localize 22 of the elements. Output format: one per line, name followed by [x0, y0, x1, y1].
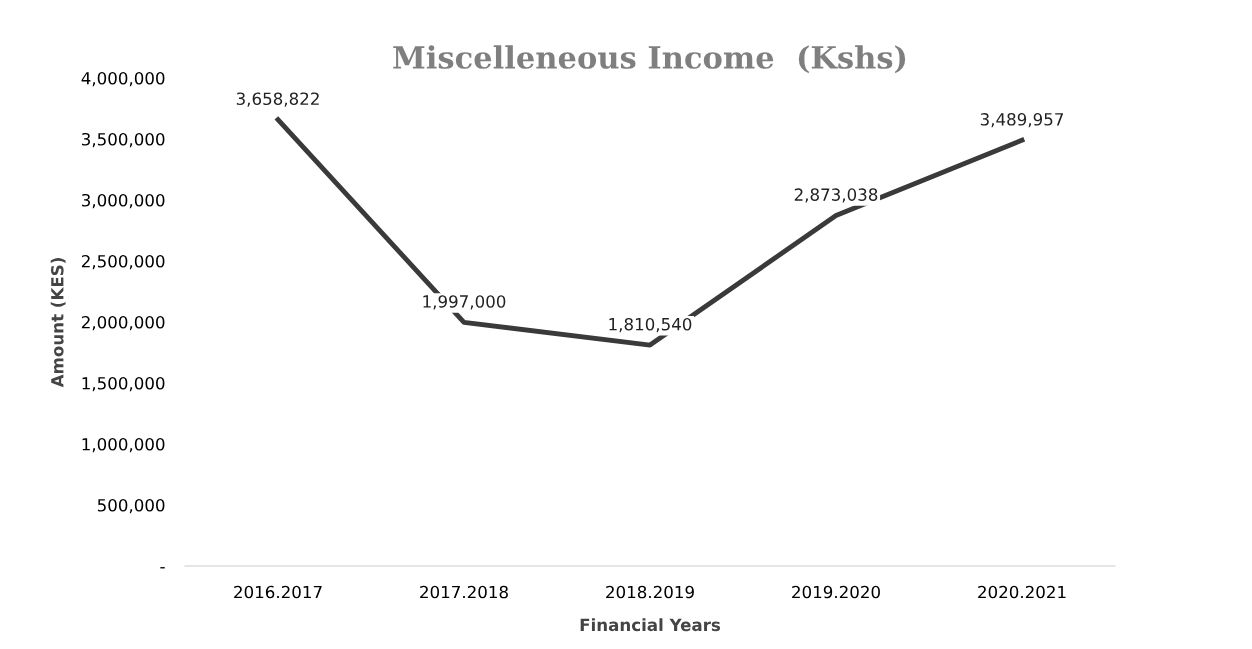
y-tick-label: 3,000,000 [82, 193, 165, 209]
y-tick-label: 1,000,000 [82, 437, 165, 453]
y-axis-title: Amount (KES) [50, 258, 66, 388]
data-label: 3,658,822 [236, 92, 319, 107]
chart-title: Miscelleneous Income (Kshs) [393, 45, 906, 74]
y-tick-label: 1,500,000 [82, 376, 165, 392]
y-tick-label: 2,500,000 [81, 254, 165, 270]
x-tick-label: 2018.2019 [606, 585, 694, 599]
y-tick-label: 4,000,000 [81, 71, 165, 87]
x-tick-label: 2017.2018 [420, 585, 508, 599]
x-axis-title: Financial Years [580, 618, 721, 632]
x-tick-label: 2020.2021 [978, 585, 1066, 599]
y-tick-label: - [160, 567, 165, 569]
data-label: 1,997,000 [423, 295, 506, 310]
data-label: 3,489,957 [980, 113, 1063, 128]
data-label: 2,873,038 [794, 188, 878, 203]
data-label: 1,810,540 [609, 317, 692, 333]
x-tick-label: 2019.2020 [792, 585, 880, 599]
y-tick-label: 3,500,000 [82, 132, 165, 148]
y-tick-label: 2,000,000 [81, 315, 165, 331]
y-tick-label: 500,000 [97, 498, 165, 514]
x-tick-label: 2016.2017 [234, 585, 322, 599]
